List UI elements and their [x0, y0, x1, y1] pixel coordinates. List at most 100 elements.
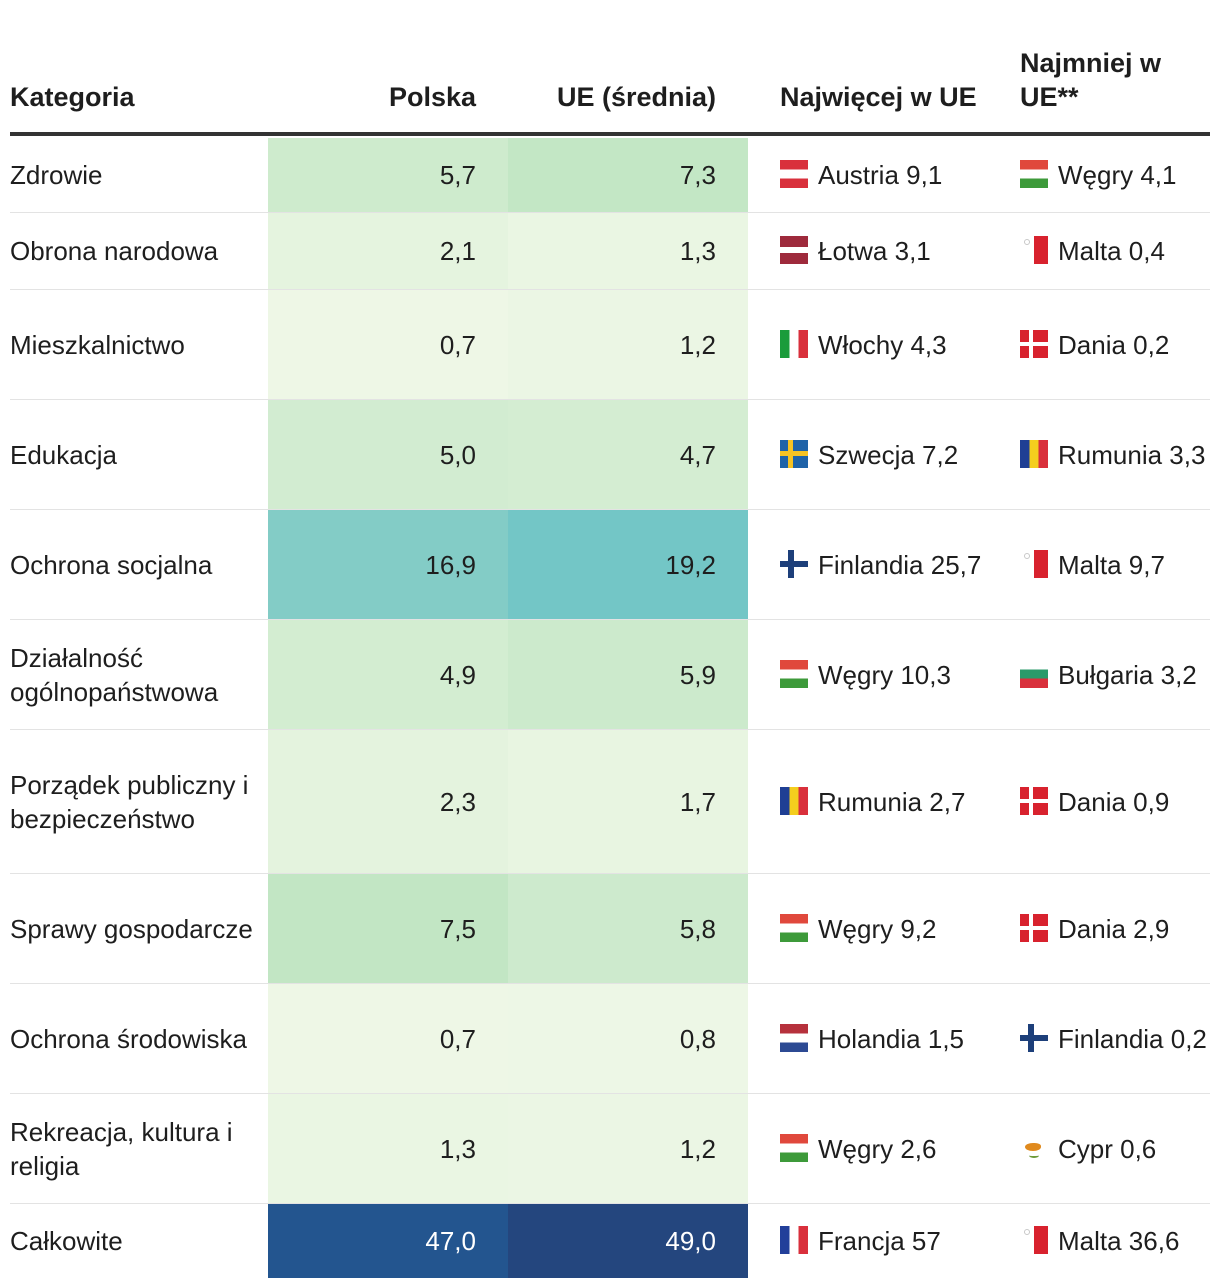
poland-value: 4,9	[439, 659, 476, 690]
eu-min-cell: Finlandia 0,2	[1020, 984, 1215, 1093]
category-label: Obrona narodowa	[10, 236, 219, 266]
eu-max-country: Włochy 4,3	[818, 329, 947, 360]
eu-max-country: Węgry 10,3	[818, 659, 951, 690]
eu-average-value-cell: 5,9	[508, 620, 748, 729]
flag-hungary-icon	[780, 913, 808, 942]
eu-max-cell: Rumunia 2,7	[780, 730, 1010, 873]
eu-average-value-cell: 1,2	[508, 1094, 748, 1203]
eu-average-value-cell: 1,7	[508, 730, 748, 873]
category-label: Rekreacja, kultura i religia	[10, 1116, 233, 1181]
category-label: Sprawy gospodarcze	[10, 913, 253, 944]
category-cell: Rekreacja, kultura i religia	[10, 1094, 268, 1203]
table-row: Zdrowie 5,7 7,3 Austria 9,1 Węgry 4,1	[10, 138, 1210, 213]
flag-hungary-icon	[780, 659, 808, 688]
eu-min-cell: Cypr 0,6	[1020, 1094, 1215, 1203]
eu-max-cell: Węgry 2,6	[780, 1094, 1010, 1203]
flag-finland-icon	[1020, 1023, 1048, 1052]
flag-bulgaria-icon	[1020, 659, 1048, 688]
category-label: Całkowite	[10, 1226, 123, 1256]
flag-cyprus-icon	[1020, 1133, 1048, 1162]
flag-sweden-icon	[780, 439, 808, 468]
eu-min-cell: Dania 2,9	[1020, 874, 1215, 983]
flag-netherlands-icon	[780, 1023, 808, 1052]
header-poland: Polska	[388, 82, 476, 112]
eu-max-country: Węgry 2,6	[818, 1133, 937, 1164]
eu-max-country: Węgry 9,2	[818, 913, 937, 944]
category-label: Ochrona środowiska	[10, 1023, 247, 1054]
eu-average-value: 1,2	[679, 329, 716, 360]
poland-value-cell: 47,0	[268, 1204, 508, 1278]
eu-average-value: 49,0	[665, 1226, 716, 1256]
eu-min-cell: Dania 0,2	[1020, 290, 1215, 399]
poland-value-cell: 2,3	[268, 730, 508, 873]
flag-latvia-icon	[780, 236, 808, 264]
header-eu-min: Najmniej w UE**	[1020, 48, 1162, 112]
eu-max-cell: Austria 9,1	[780, 138, 1010, 212]
eu-min-cell: Dania 0,9	[1020, 730, 1215, 873]
eu-max-country: Szwecja 7,2	[818, 439, 959, 470]
poland-value: 2,1	[439, 236, 476, 266]
eu-average-value-cell: 5,8	[508, 874, 748, 983]
eu-min-country: Malta 9,7	[1058, 549, 1165, 580]
eu-max-cell: Włochy 4,3	[780, 290, 1010, 399]
eu-min-cell: Malta 0,4	[1020, 213, 1215, 289]
table-row: Edukacja 5,0 4,7 Szwecja 7,2 Rumunia 3,3	[10, 400, 1210, 510]
table-row: Działalność ogólnopaństwowa 4,9 5,9 Węgry 1…	[10, 620, 1210, 730]
eu-average-value: 0,8	[679, 1023, 716, 1054]
eu-min-country: Cypr 0,6	[1058, 1133, 1157, 1164]
flag-romania-icon	[780, 786, 808, 815]
poland-value-cell: 7,5	[268, 874, 508, 983]
category-cell: Ochrona socjalna	[10, 510, 268, 619]
flag-hungary-icon	[780, 1133, 808, 1162]
eu-average-value-cell: 7,3	[508, 138, 748, 212]
header-category: Kategoria	[10, 82, 135, 112]
eu-average-value: 7,3	[679, 160, 716, 190]
eu-max-country: Holandia 1,5	[818, 1023, 964, 1054]
category-label: Porządek publiczny i bezpieczeństwo	[10, 769, 249, 834]
poland-value-cell: 5,7	[268, 138, 508, 212]
eu-average-value: 4,7	[679, 439, 716, 470]
category-cell: Porządek publiczny i bezpieczeństwo	[10, 730, 268, 873]
category-cell: Sprawy gospodarcze	[10, 874, 268, 983]
eu-min-country: Malta 0,4	[1058, 236, 1165, 266]
poland-value-cell: 4,9	[268, 620, 508, 729]
eu-average-value: 1,3	[679, 236, 716, 266]
table-row: Sprawy gospodarcze 7,5 5,8 Węgry 9,2 Dania 2…	[10, 874, 1210, 984]
category-label: Edukacja	[10, 439, 117, 470]
eu-average-value-cell: 1,2	[508, 290, 748, 399]
poland-value-cell: 1,3	[268, 1094, 508, 1203]
eu-max-cell: Holandia 1,5	[780, 984, 1010, 1093]
eu-min-cell: Malta 9,7	[1020, 510, 1215, 619]
category-cell: Całkowite	[10, 1204, 268, 1278]
poland-value-cell: 0,7	[268, 984, 508, 1093]
eu-min-cell: Rumunia 3,3	[1020, 400, 1215, 509]
flag-italy-icon	[780, 329, 808, 358]
flag-france-icon	[780, 1226, 808, 1254]
eu-average-value: 5,9	[679, 659, 716, 690]
eu-max-country: Łotwa 3,1	[818, 236, 931, 266]
flag-denmark-icon	[1020, 913, 1048, 942]
poland-value: 5,0	[439, 439, 476, 470]
eu-min-cell: Malta 36,6	[1020, 1204, 1215, 1278]
eu-max-cell: Francja 57	[780, 1204, 1010, 1278]
poland-value: 2,3	[439, 786, 476, 817]
eu-min-cell: Bułgaria 3,2	[1020, 620, 1215, 729]
table-header: Kategoria Polska UE (średnia) Najwięcej …	[10, 0, 1210, 136]
eu-min-country: Dania 0,2	[1058, 329, 1170, 360]
eu-min-country: Bułgaria 3,2	[1058, 659, 1197, 690]
poland-value: 7,5	[439, 913, 476, 944]
eu-max-cell: Szwecja 7,2	[780, 400, 1010, 509]
flag-austria-icon	[780, 160, 808, 188]
eu-average-value-cell: 1,3	[508, 213, 748, 289]
table-row: Porządek publiczny i bezpieczeństwo 2,3 1,…	[10, 730, 1210, 874]
eu-min-country: Rumunia 3,3	[1058, 439, 1206, 470]
eu-max-cell: Łotwa 3,1	[780, 213, 1010, 289]
eu-max-country: Francja 57	[818, 1226, 941, 1256]
category-label: Działalność ogólnopaństwowa	[10, 642, 219, 707]
eu-max-country: Finlandia 25,7	[818, 549, 982, 580]
category-cell: Edukacja	[10, 400, 268, 509]
flag-malta-icon	[1020, 549, 1048, 578]
eu-average-value-cell: 0,8	[508, 984, 748, 1093]
poland-value-cell: 16,9	[268, 510, 508, 619]
poland-value: 16,9	[425, 549, 476, 580]
